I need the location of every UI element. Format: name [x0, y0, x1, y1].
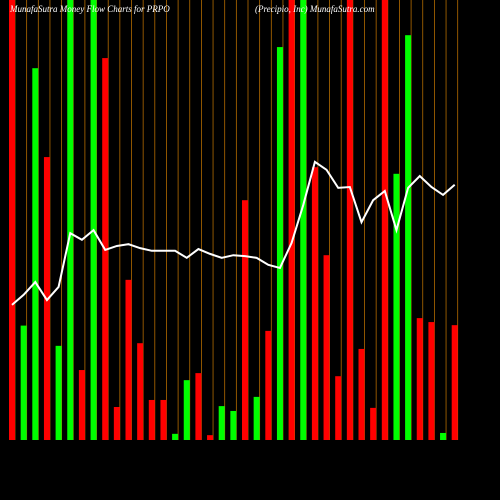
bar: [195, 373, 202, 440]
bar: [78, 370, 85, 440]
money-flow-line: [11, 160, 456, 306]
bar: [90, 0, 97, 440]
bar: [381, 0, 388, 440]
bar: [335, 376, 342, 440]
bar: [393, 173, 400, 441]
bar: [55, 345, 62, 440]
bar: [183, 380, 190, 440]
bar: [230, 410, 237, 440]
bar: [416, 318, 423, 440]
bar: [253, 396, 260, 440]
bar: [300, 0, 307, 440]
bar: [207, 435, 214, 440]
bar: [148, 399, 155, 440]
bar: [32, 68, 39, 440]
bar: [218, 406, 225, 440]
bar: [405, 35, 412, 440]
bar: [358, 348, 365, 440]
bar: [160, 399, 167, 440]
bar: [288, 0, 295, 440]
bar: [370, 407, 377, 440]
bar: [276, 47, 283, 441]
bar: [242, 200, 248, 440]
bar: [172, 433, 179, 440]
bar: [440, 432, 447, 440]
bar: [67, 0, 74, 440]
bar: [428, 322, 435, 440]
bar: [451, 325, 458, 440]
bar: [311, 167, 318, 440]
bar: [265, 330, 272, 440]
bar: [9, 0, 15, 440]
chart-title: MunafaSutra Money Flow Charts for PRPO: [9, 4, 170, 14]
bar: [346, 0, 353, 440]
bar: [113, 407, 120, 440]
bar: [323, 255, 330, 440]
chart-subtitle: (Precipio, Inc) MunafaSutra.com: [255, 4, 375, 14]
bar: [125, 279, 132, 440]
bar: [137, 343, 144, 440]
bar: [20, 325, 27, 440]
lines: [11, 160, 456, 306]
